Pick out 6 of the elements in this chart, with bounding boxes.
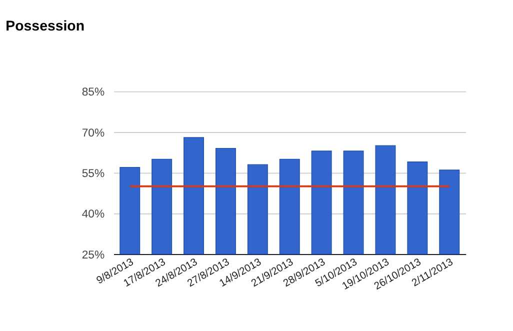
- y-tick-label: 70%: [82, 127, 105, 140]
- chart-title: Possession: [6, 18, 85, 35]
- y-tick-label: 55%: [82, 168, 105, 180]
- y-tick-label: 85%: [82, 86, 105, 99]
- y-tick-label: 25%: [82, 249, 105, 262]
- y-tick-label: 40%: [82, 208, 105, 221]
